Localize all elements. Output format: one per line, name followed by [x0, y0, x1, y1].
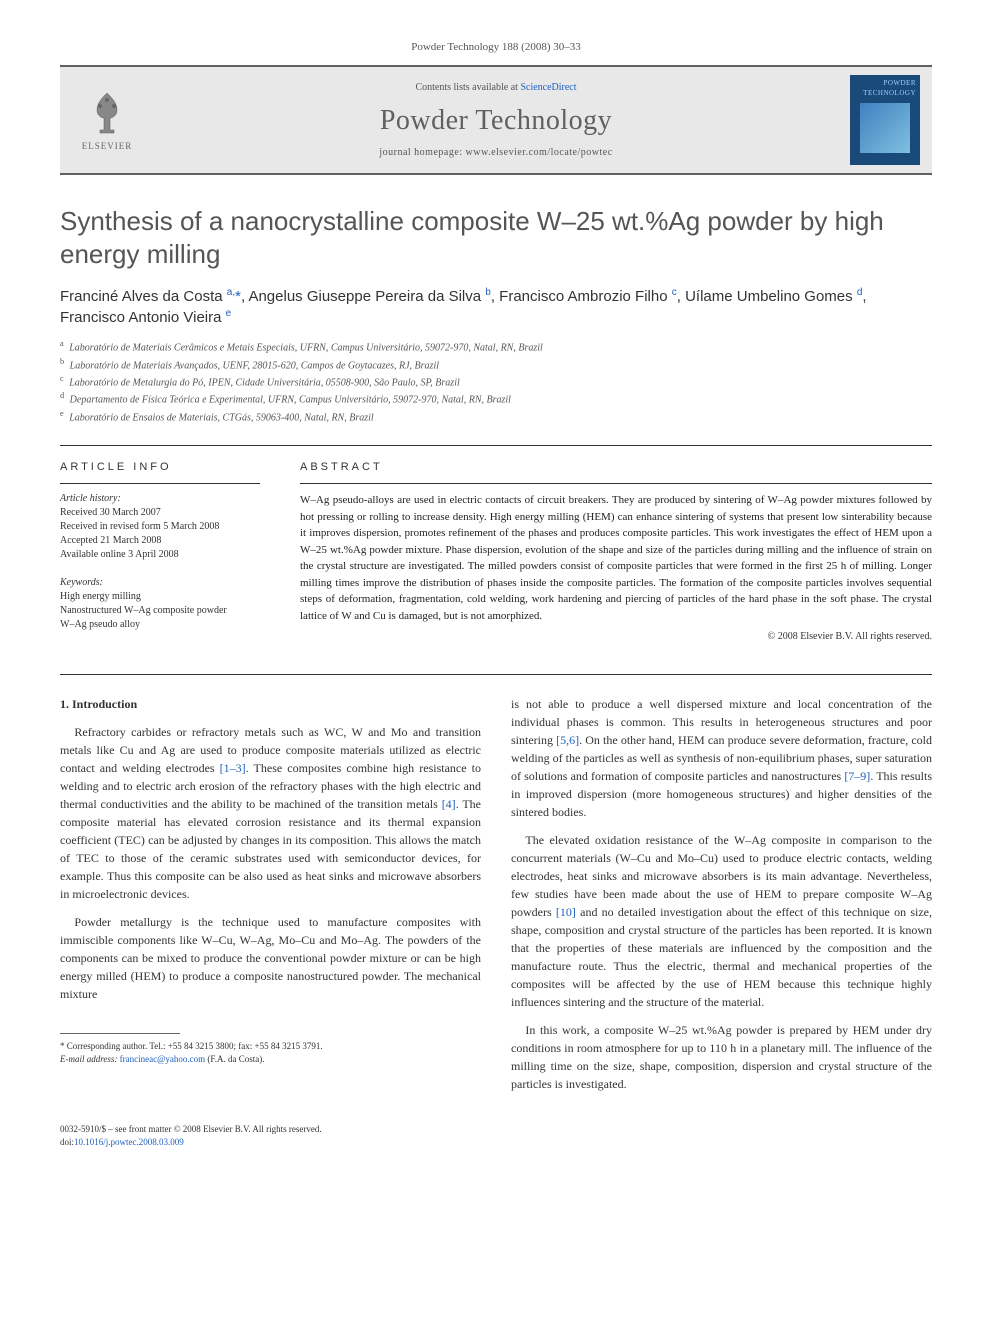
cover-title-1: POWDER: [854, 79, 916, 89]
history-item: Received in revised form 5 March 2008: [60, 520, 260, 534]
contents-line: Contents lists available at ScienceDirec…: [142, 81, 850, 95]
column-left: 1. Introduction Refractory carbides or r…: [60, 695, 481, 1103]
affiliation-line: e Laboratório de Ensaios de Materiais, C…: [60, 408, 932, 425]
homepage-prefix: journal homepage:: [379, 147, 465, 158]
info-divider: [60, 483, 260, 484]
author-list: Franciné Alves da Costa a,*, Angelus Giu…: [60, 286, 932, 328]
publisher-name: ELSEVIER: [82, 140, 133, 153]
column-right: is not able to produce a well dispersed …: [511, 695, 932, 1103]
abstract-divider: [300, 483, 932, 484]
journal-homepage: journal homepage: www.elsevier.com/locat…: [142, 146, 850, 160]
journal-reference: Powder Technology 188 (2008) 30–33: [60, 40, 932, 55]
body-paragraph: is not able to produce a well dispersed …: [511, 695, 932, 821]
email-label: E-mail address:: [60, 1054, 117, 1064]
body-paragraph: The elevated oxidation resistance of the…: [511, 831, 932, 1011]
abstract-text: W–Ag pseudo-alloys are used in electric …: [300, 492, 932, 624]
page-footer: 0032-5910/$ – see front matter © 2008 El…: [60, 1123, 932, 1148]
corr-author-line: * Corresponding author. Tel.: +55 84 321…: [60, 1040, 481, 1053]
footer-copyright: 0032-5910/$ – see front matter © 2008 El…: [60, 1123, 932, 1136]
corresponding-author-footnote: * Corresponding author. Tel.: +55 84 321…: [60, 1040, 481, 1065]
history-label: Article history:: [60, 492, 260, 506]
contents-prefix: Contents lists available at: [415, 82, 520, 93]
body-paragraph: Powder metallurgy is the technique used …: [60, 913, 481, 1003]
body-columns: 1. Introduction Refractory carbides or r…: [60, 695, 932, 1103]
affiliation-list: a Laboratório de Materiais Cerâmicos e M…: [60, 338, 932, 425]
affiliation-line: c Laboratório de Metalurgia do Pó, IPEN,…: [60, 373, 932, 390]
corr-email-name: (F.A. da Costa).: [207, 1054, 264, 1064]
body-paragraph: In this work, a composite W–25 wt.%Ag po…: [511, 1021, 932, 1093]
banner-center: Contents lists available at ScienceDirec…: [142, 81, 850, 160]
body-top-rule: [60, 674, 932, 675]
cover-image-icon: [860, 103, 910, 153]
elsevier-tree-icon: [82, 88, 132, 138]
homepage-url: www.elsevier.com/locate/powtec: [466, 147, 613, 158]
section-1-heading: 1. Introduction: [60, 695, 481, 713]
journal-name: Powder Technology: [142, 101, 850, 140]
cover-title-2: TECHNOLOGY: [854, 89, 916, 99]
affiliation-line: b Laboratório de Materiais Avançados, UE…: [60, 356, 932, 373]
history-item: Available online 3 April 2008: [60, 548, 260, 562]
article-title: Synthesis of a nanocrystalline composite…: [60, 205, 932, 270]
keyword-item: W–Ag pseudo alloy: [60, 618, 260, 632]
doi-link[interactable]: 10.1016/j.powtec.2008.03.009: [74, 1137, 184, 1147]
affiliation-line: a Laboratório de Materiais Cerâmicos e M…: [60, 338, 932, 355]
article-info-block: ARTICLE INFO Article history: Received 3…: [60, 460, 260, 644]
body-paragraph: Refractory carbides or refractory metals…: [60, 723, 481, 903]
keyword-item: Nanostructured W–Ag composite powder: [60, 604, 260, 618]
keywords-label: Keywords:: [60, 576, 260, 590]
publisher-logo: ELSEVIER: [72, 80, 142, 160]
abstract-heading: ABSTRACT: [300, 460, 932, 475]
article-info-heading: ARTICLE INFO: [60, 460, 260, 475]
journal-banner: ELSEVIER Contents lists available at Sci…: [60, 65, 932, 175]
abstract-copyright: © 2008 Elsevier B.V. All rights reserved…: [300, 630, 932, 644]
corr-email-link[interactable]: francineac@yahoo.com: [120, 1054, 206, 1064]
abstract-block: ABSTRACT W–Ag pseudo-alloys are used in …: [300, 460, 932, 644]
journal-cover-thumb: POWDER TECHNOLOGY: [850, 75, 920, 165]
history-item: Received 30 March 2007: [60, 506, 260, 520]
doi-prefix: doi:: [60, 1137, 74, 1147]
history-item: Accepted 21 March 2008: [60, 534, 260, 548]
keyword-item: High energy milling: [60, 590, 260, 604]
footnote-rule: [60, 1033, 180, 1034]
sciencedirect-link[interactable]: ScienceDirect: [520, 82, 576, 93]
affiliation-line: d Departamento de Física Teórica e Exper…: [60, 390, 932, 407]
